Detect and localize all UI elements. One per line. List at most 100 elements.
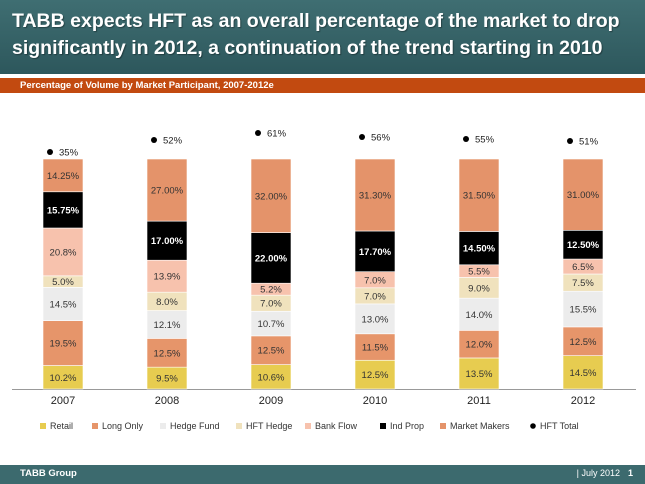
hft-total-point-2011 <box>463 136 469 142</box>
legend-label-hedge-fund: Hedge Fund <box>170 421 220 431</box>
bar-segment-label: 12.5% <box>154 348 181 359</box>
bar-segment-label: 31.00% <box>567 190 600 201</box>
x-tick-label: 2012 <box>571 395 595 407</box>
bar-segment-ind-prop-2008 <box>146 220 188 261</box>
bar-segment-label: 9.5% <box>156 374 178 385</box>
legend-label-long-only: Long Only <box>102 421 144 431</box>
legend-marker-long-only <box>92 423 98 429</box>
chart-title: Percentage of Volume by Market Participa… <box>20 80 274 91</box>
bar-segment-label: 12.1% <box>154 320 181 331</box>
bar-segment-label: 31.30% <box>359 190 392 201</box>
bar-segment-label: 17.00% <box>151 236 184 247</box>
legend-marker-ind-prop <box>380 423 386 429</box>
bar-segment-label: 14.0% <box>466 310 493 321</box>
hft-total-point-2008 <box>151 137 157 143</box>
hft-total-label: 55% <box>475 135 495 146</box>
bar-segment-hedge-fund-2009 <box>250 310 292 337</box>
hft-total-label: 52% <box>163 136 183 147</box>
legend-label-ind-prop: Ind Prop <box>390 421 424 431</box>
bar-segment-label: 12.0% <box>466 340 493 351</box>
bar-segment-label: 20.8% <box>50 247 77 258</box>
bar-segment-market-makers-2010 <box>354 158 396 232</box>
bar-segment-retail-2009 <box>250 364 292 390</box>
bar-segment-label: 11.5% <box>362 343 389 354</box>
hft-total-point-2012 <box>567 138 573 144</box>
bar-segment-label: 15.75% <box>47 205 80 216</box>
bar-segment-label: 8.0% <box>156 297 178 308</box>
bar-segment-label: 6.5% <box>572 262 594 273</box>
hft-total-label: 56% <box>371 133 391 144</box>
bar-segment-label: 13.9% <box>154 272 181 283</box>
hft-total-label: 61% <box>267 129 287 140</box>
legend-label-market-makers: Market Makers <box>450 421 510 431</box>
stacked-bar-chart: 10.2% 19.5% 14.5% 5.0% 20.8% 15.75% 14.25% 35% 2… <box>12 129 636 431</box>
x-tick-label: 2008 <box>155 395 179 407</box>
hft-total-point-2007 <box>47 149 53 155</box>
subheader-bar: Percentage of Volume by Market Participa… <box>0 78 645 93</box>
hft-total-label: 35% <box>59 148 79 159</box>
bar-segment-label: 10.7% <box>258 319 285 330</box>
bar-segment-label: 7.0% <box>260 299 282 310</box>
footer-bar: TABB Group | July 2012 1 <box>0 465 645 484</box>
bar-segment-long-only-2012 <box>562 326 604 356</box>
bar-segment-long-only-2008 <box>146 338 188 368</box>
bar-segment-market-makers-2012 <box>562 158 604 231</box>
bar-segment-ind-prop-2009 <box>250 232 292 284</box>
bar-segment-label: 12.5% <box>570 337 597 348</box>
bar-segment-label: 10.2% <box>50 373 77 384</box>
bar-segment-hedge-fund-2008 <box>146 310 188 339</box>
x-tick-label: 2009 <box>259 395 283 407</box>
bar-segment-label: 14.5% <box>570 368 597 379</box>
bar-segment-label: 14.50% <box>463 244 496 255</box>
bar-segment-hedge-fund-2011 <box>458 297 500 331</box>
footer-page-number: 1 <box>627 468 633 478</box>
bar-segment-hedge-fund-2007 <box>42 287 84 321</box>
bar-segment-label: 5.0% <box>52 277 74 288</box>
bar-segment-bank-flow-2007 <box>42 227 84 277</box>
bar-segment-label: 7.0% <box>364 275 386 286</box>
bar-segment-retail-2010 <box>354 359 396 390</box>
legend-label-hft-total: HFT Total <box>540 421 579 431</box>
hft-total-point-2009 <box>255 130 261 136</box>
x-tick-label: 2007 <box>51 395 75 407</box>
bar-segment-long-only-2011 <box>458 330 500 359</box>
header-banner: TABB expects HFT as an overall percentag… <box>0 0 645 74</box>
bar-segment-label: 7.5% <box>572 278 594 289</box>
bar-segment-label: 14.5% <box>50 300 77 311</box>
legend-marker-bank-flow <box>305 423 311 429</box>
legend-label-retail: Retail <box>50 421 73 431</box>
bar-segment-market-makers-2009 <box>250 158 292 233</box>
legend-marker-market-makers <box>440 423 446 429</box>
footer-date: | July 2012 <box>576 468 620 478</box>
legend-marker-retail <box>40 423 46 429</box>
bar-segment-ind-prop-2011 <box>458 231 500 266</box>
bar-segment-label: 13.0% <box>362 314 389 325</box>
bar-segment-label: 12.50% <box>567 240 600 251</box>
bar-segment-label: 5.5% <box>468 267 490 278</box>
bar-segment-label: 7.0% <box>364 291 386 302</box>
bar-segment-label: 19.5% <box>50 339 77 350</box>
bar-segment-label: 13.5% <box>466 369 493 380</box>
bar-segment-market-makers-2008 <box>146 158 188 222</box>
legend-marker-hedge-fund <box>160 423 166 429</box>
bar-segment-label: 5.2% <box>260 285 282 296</box>
bar-segment-long-only-2010 <box>354 333 396 361</box>
bar-segment-label: 15.5% <box>570 305 597 316</box>
bar-segment-label: 27.00% <box>151 186 184 197</box>
bar-segment-ind-prop-2010 <box>354 230 396 273</box>
legend-label-hft-hedge: HFT Hedge <box>246 421 292 431</box>
footer-date-page: | July 2012 1 <box>577 468 633 478</box>
bar-segment-long-only-2009 <box>250 335 292 365</box>
bar-segment-label: 31.50% <box>463 191 496 202</box>
bar-segment-market-makers-2011 <box>458 158 500 232</box>
bar-segment-label: 12.5% <box>258 346 285 357</box>
bar-segment-label: 12.5% <box>362 370 389 381</box>
legend-marker-hft-total <box>530 423 536 429</box>
bar-segment-ind-prop-2012 <box>562 230 604 260</box>
bar-segment-ind-prop-2007 <box>42 191 84 229</box>
bar-segment-label: 32.00% <box>255 191 288 202</box>
page-title: TABB expects HFT as an overall percentag… <box>12 10 620 59</box>
x-tick-label: 2010 <box>363 395 387 407</box>
bar-segment-hedge-fund-2010 <box>354 303 396 335</box>
legend-label-bank-flow: Bank Flow <box>315 421 358 431</box>
